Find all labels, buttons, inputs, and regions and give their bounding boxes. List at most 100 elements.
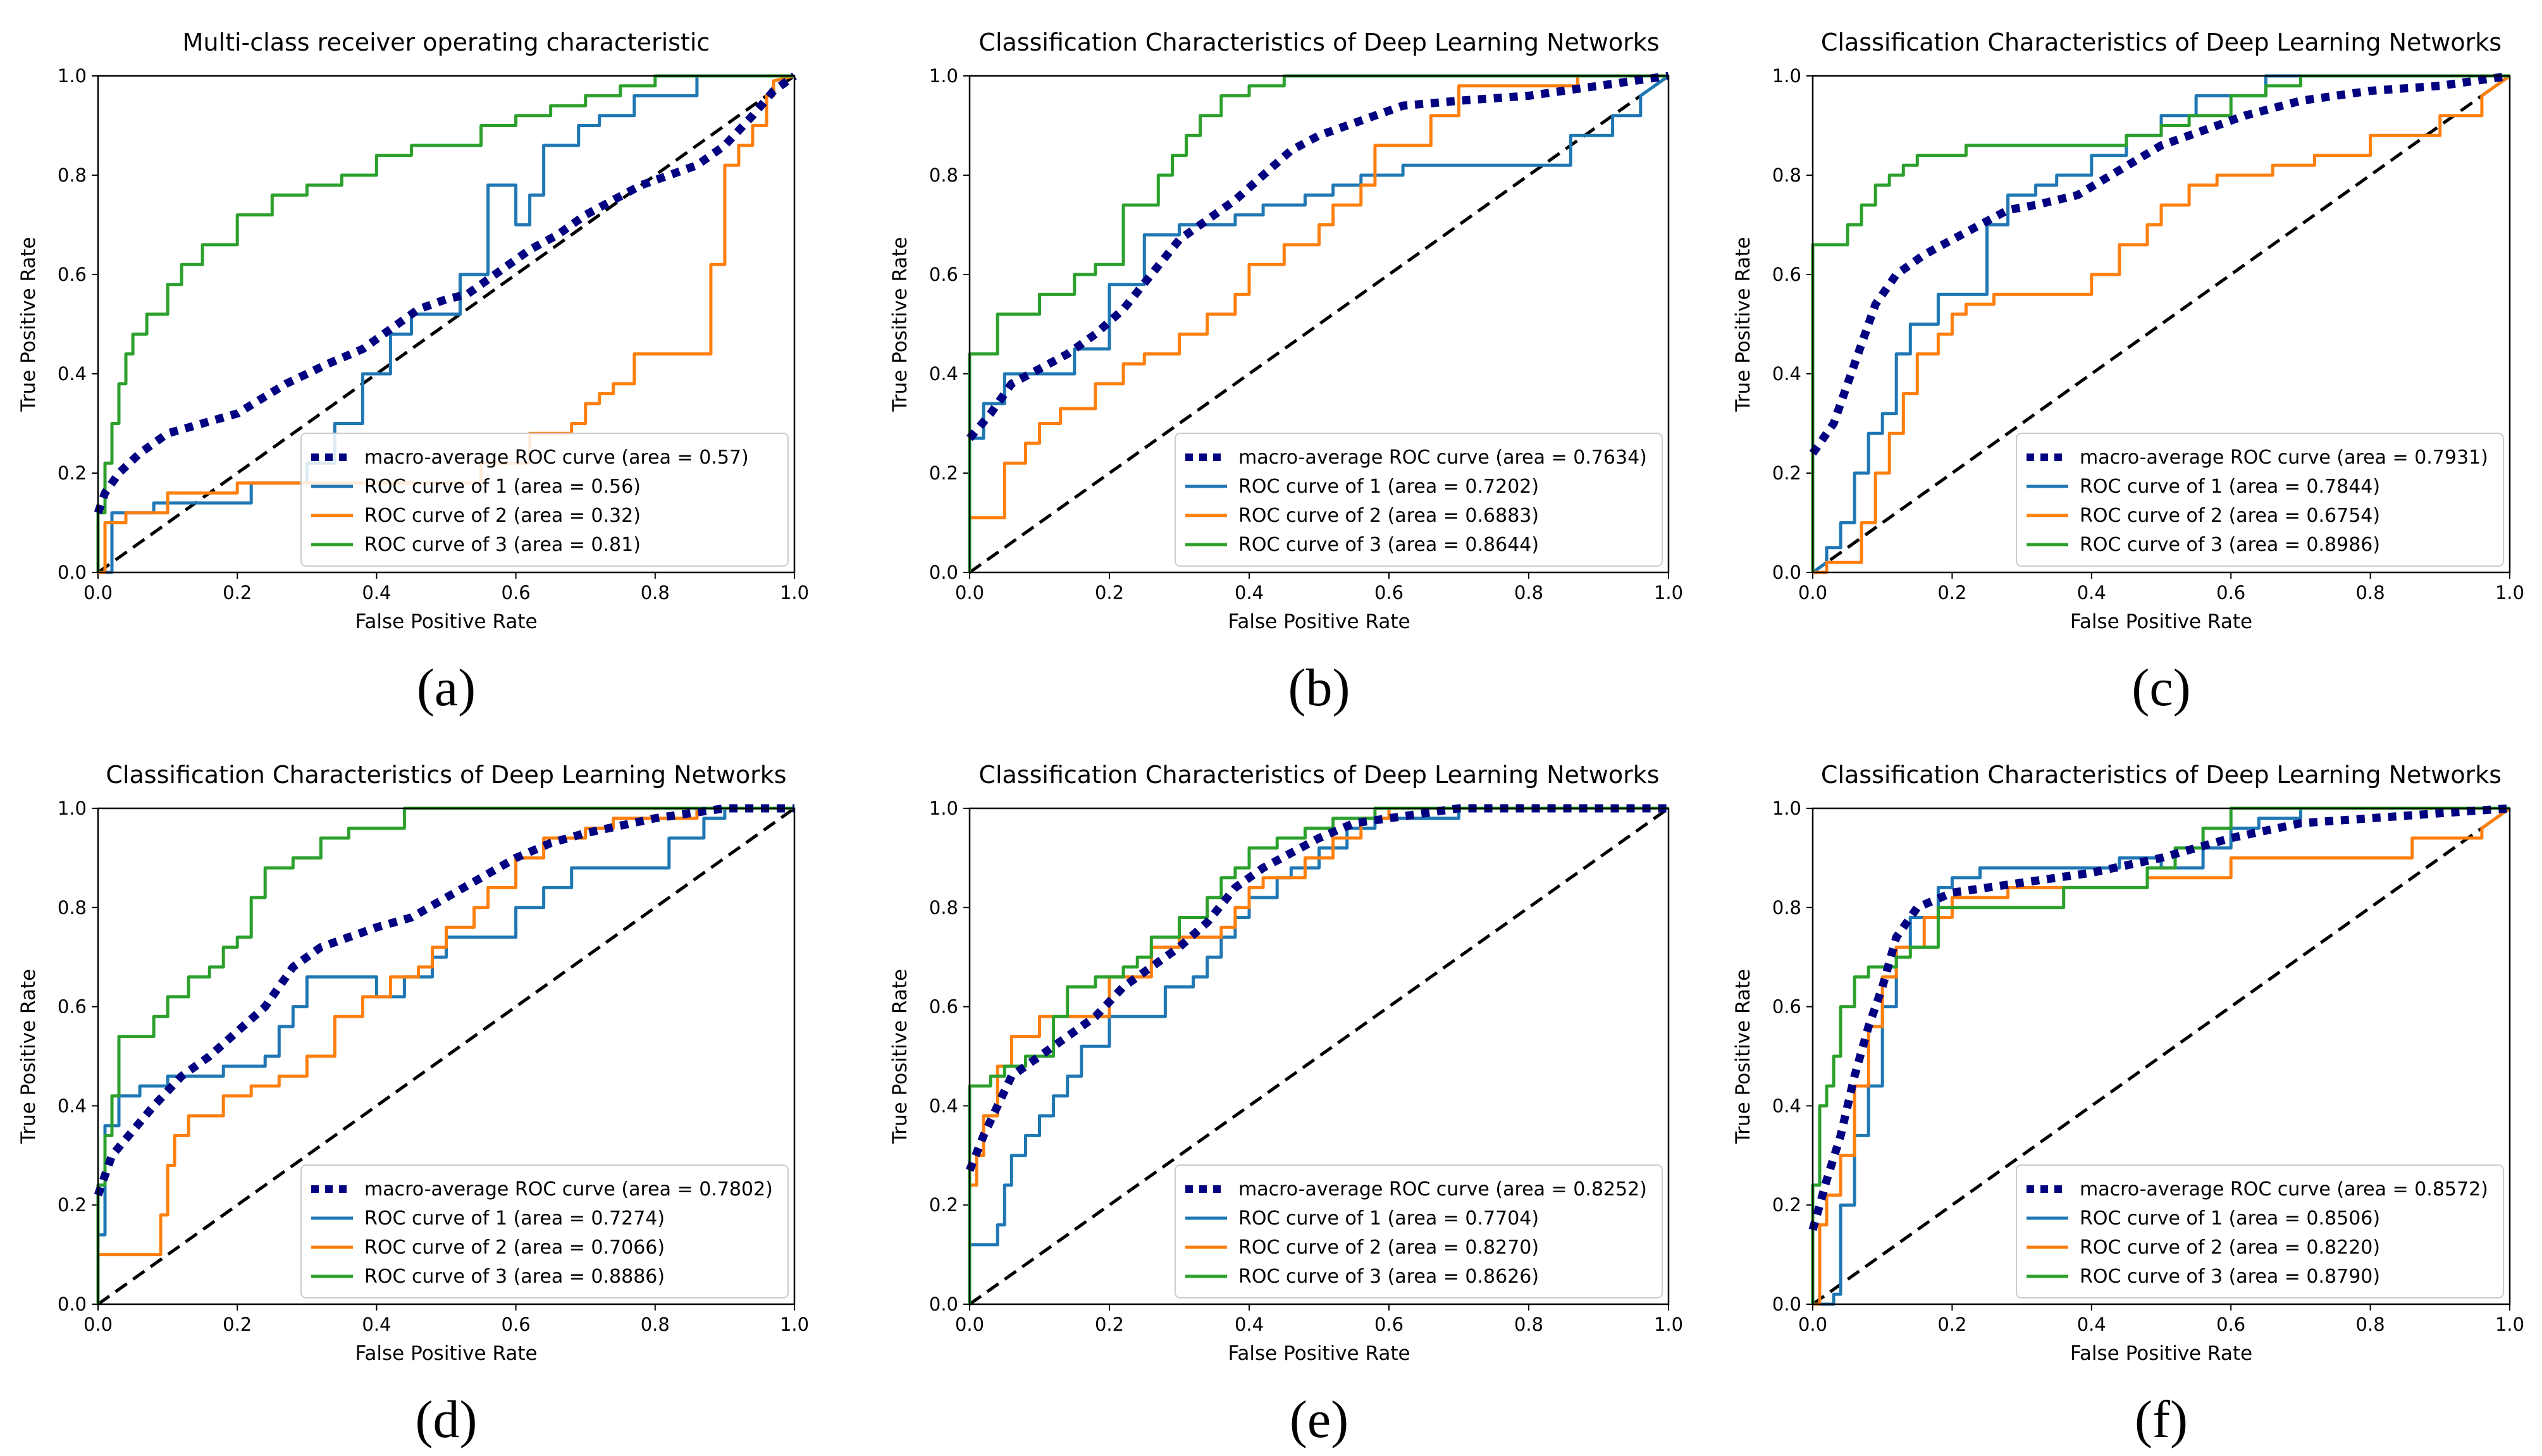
roc-panel-d: Classification Characteristics of Deep L… bbox=[17, 761, 809, 1449]
y-tick-label: 0.4 bbox=[929, 1095, 958, 1116]
roc-line-class3 bbox=[968, 74, 1669, 572]
roc-line-class3 bbox=[96, 806, 794, 1304]
roc-line-class3 bbox=[968, 806, 1669, 1304]
y-tick-label: 0.0 bbox=[1772, 562, 1801, 583]
x-tick-label: 0.2 bbox=[1095, 1314, 1124, 1335]
legend: macro-average ROC curve (area = 0.57) ROC… bbox=[300, 433, 789, 567]
y-tick-label: 0.0 bbox=[929, 562, 958, 583]
x-tick-label: 1.0 bbox=[780, 1314, 809, 1335]
y-tick-label: 0.0 bbox=[58, 1293, 87, 1315]
chart-title: Classification Characteristics of Deep L… bbox=[978, 761, 1659, 789]
chance-diagonal-line bbox=[97, 806, 796, 1306]
y-tick-label: 0.0 bbox=[58, 562, 87, 583]
y-axis-label: True Positive Rate bbox=[17, 237, 40, 412]
x-tick-label: 0.6 bbox=[2216, 582, 2245, 603]
x-tick-label: 0.2 bbox=[1937, 1314, 1966, 1335]
plot-frame bbox=[968, 807, 1670, 1305]
roc-panel-c: Classification Characteristics of Deep L… bbox=[1732, 28, 2524, 717]
legend: macro-average ROC curve (area = 0.7931) R… bbox=[2016, 433, 2504, 567]
legend: macro-average ROC curve (area = 0.7802) R… bbox=[300, 1164, 789, 1299]
roc-line-macro bbox=[94, 804, 794, 1197]
legend: macro-average ROC curve (area = 0.7634) R… bbox=[1175, 433, 1663, 567]
legend-label-class2: ROC curve of 2 (area = 0.6883) bbox=[1238, 505, 1539, 527]
x-axis-label: False Positive Rate bbox=[1228, 1342, 1410, 1365]
x-tick-label: 0.8 bbox=[641, 582, 670, 603]
legend-label-macro: macro-average ROC curve (area = 0.7634) bbox=[1238, 447, 1647, 469]
x-tick-label: 0.6 bbox=[502, 1314, 531, 1335]
y-tick-label: 0.0 bbox=[929, 1293, 958, 1315]
roc-line-macro bbox=[965, 804, 1669, 1172]
y-tick-label: 0.2 bbox=[1772, 1194, 1801, 1216]
panel-caption: (c) bbox=[2132, 658, 2190, 717]
legend-box bbox=[2016, 1164, 2504, 1299]
x-tick-label: 0.8 bbox=[2356, 582, 2385, 603]
x-tick-label: 0.8 bbox=[641, 1314, 670, 1335]
y-axis-label: True Positive Rate bbox=[889, 237, 911, 412]
legend-label-macro: macro-average ROC curve (area = 0.7802) bbox=[364, 1178, 773, 1200]
legend-label-class1: ROC curve of 1 (area = 0.7704) bbox=[1238, 1207, 1539, 1230]
panel-caption: (d) bbox=[416, 1390, 478, 1449]
y-tick-label: 0.8 bbox=[1772, 164, 1801, 186]
legend-label-class1: ROC curve of 1 (area = 0.7844) bbox=[2080, 476, 2380, 498]
legend-label-class1: ROC curve of 1 (area = 0.7202) bbox=[1238, 476, 1539, 498]
y-tick-label: 0.4 bbox=[58, 363, 87, 385]
legend-box bbox=[1175, 1164, 1663, 1299]
x-tick-label: 0.6 bbox=[1374, 1314, 1404, 1335]
x-tick-label: 0.2 bbox=[1937, 582, 1966, 603]
legend-label-class2: ROC curve of 2 (area = 0.8220) bbox=[2080, 1237, 2380, 1259]
legend-box bbox=[300, 433, 789, 567]
x-tick-label: 0.6 bbox=[1374, 582, 1404, 603]
y-tick-label: 1.0 bbox=[58, 65, 87, 87]
chart-title: Classification Characteristics of Deep L… bbox=[1821, 761, 2502, 789]
roc-line-macro bbox=[94, 72, 797, 514]
chart-title: Classification Characteristics of Deep L… bbox=[978, 28, 1659, 56]
chance-diagonal-line bbox=[968, 74, 1670, 574]
y-tick-label: 1.0 bbox=[929, 798, 958, 819]
y-tick-label: 0.2 bbox=[58, 1194, 87, 1216]
x-tick-label: 0.4 bbox=[2077, 582, 2106, 603]
x-tick-label: 0.8 bbox=[1514, 1314, 1543, 1335]
roc-line-macro bbox=[966, 71, 1669, 441]
x-axis-label: False Positive Rate bbox=[1228, 610, 1410, 633]
x-tick-label: 0.0 bbox=[955, 582, 984, 603]
x-axis-label: False Positive Rate bbox=[2070, 610, 2252, 633]
x-tick-label: 1.0 bbox=[2495, 1314, 2524, 1335]
legend-label-macro: macro-average ROC curve (area = 0.8252) bbox=[1238, 1178, 1647, 1200]
x-tick-label: 0.8 bbox=[1514, 582, 1543, 603]
legend-box bbox=[1175, 433, 1663, 567]
y-tick-label: 1.0 bbox=[1772, 65, 1801, 87]
y-tick-label: 0.6 bbox=[1772, 264, 1801, 285]
chance-diagonal-line bbox=[97, 74, 796, 574]
y-tick-label: 0.6 bbox=[929, 264, 958, 285]
y-tick-label: 0.2 bbox=[1772, 462, 1801, 484]
y-axis-label: True Positive Rate bbox=[17, 969, 40, 1144]
legend-label-class2: ROC curve of 2 (area = 0.6754) bbox=[2080, 505, 2380, 527]
x-tick-label: 0.4 bbox=[1235, 1314, 1264, 1335]
x-tick-label: 0.0 bbox=[83, 582, 113, 603]
y-tick-label: 0.6 bbox=[929, 996, 958, 1018]
y-tick-label: 0.2 bbox=[929, 462, 958, 484]
legend-label-class2: ROC curve of 2 (area = 0.8270) bbox=[1238, 1237, 1539, 1259]
panel-caption: (e) bbox=[1290, 1390, 1348, 1449]
roc-panel-a: Multi-class receiver operating character… bbox=[17, 28, 809, 717]
y-tick-label: 0.4 bbox=[1772, 1095, 1801, 1116]
legend-label-macro: macro-average ROC curve (area = 0.57) bbox=[364, 447, 749, 469]
y-axis-label: True Positive Rate bbox=[1732, 237, 1755, 412]
roc-line-class1 bbox=[968, 74, 1670, 572]
y-tick-label: 0.6 bbox=[58, 264, 87, 285]
x-tick-label: 0.0 bbox=[955, 1314, 984, 1335]
legend-label-class1: ROC curve of 1 (area = 0.8506) bbox=[2080, 1207, 2380, 1230]
chance-diagonal-line bbox=[1811, 806, 2511, 1306]
roc-panel-b: Classification Characteristics of Deep L… bbox=[889, 28, 1683, 717]
y-tick-label: 0.6 bbox=[1772, 996, 1801, 1018]
roc-line-class1 bbox=[96, 806, 794, 1304]
legend-label-class3: ROC curve of 3 (area = 0.8886) bbox=[364, 1266, 665, 1288]
legend: macro-average ROC curve (area = 0.8572) R… bbox=[2016, 1164, 2504, 1299]
legend-label-class1: ROC curve of 1 (area = 0.56) bbox=[364, 476, 641, 498]
legend-label-macro: macro-average ROC curve (area = 0.8572) bbox=[2080, 1178, 2488, 1200]
y-tick-label: 0.8 bbox=[58, 897, 87, 918]
y-tick-label: 0.8 bbox=[1772, 897, 1801, 918]
x-tick-label: 0.6 bbox=[502, 582, 531, 603]
legend-label-class3: ROC curve of 3 (area = 0.8790) bbox=[2080, 1266, 2380, 1288]
